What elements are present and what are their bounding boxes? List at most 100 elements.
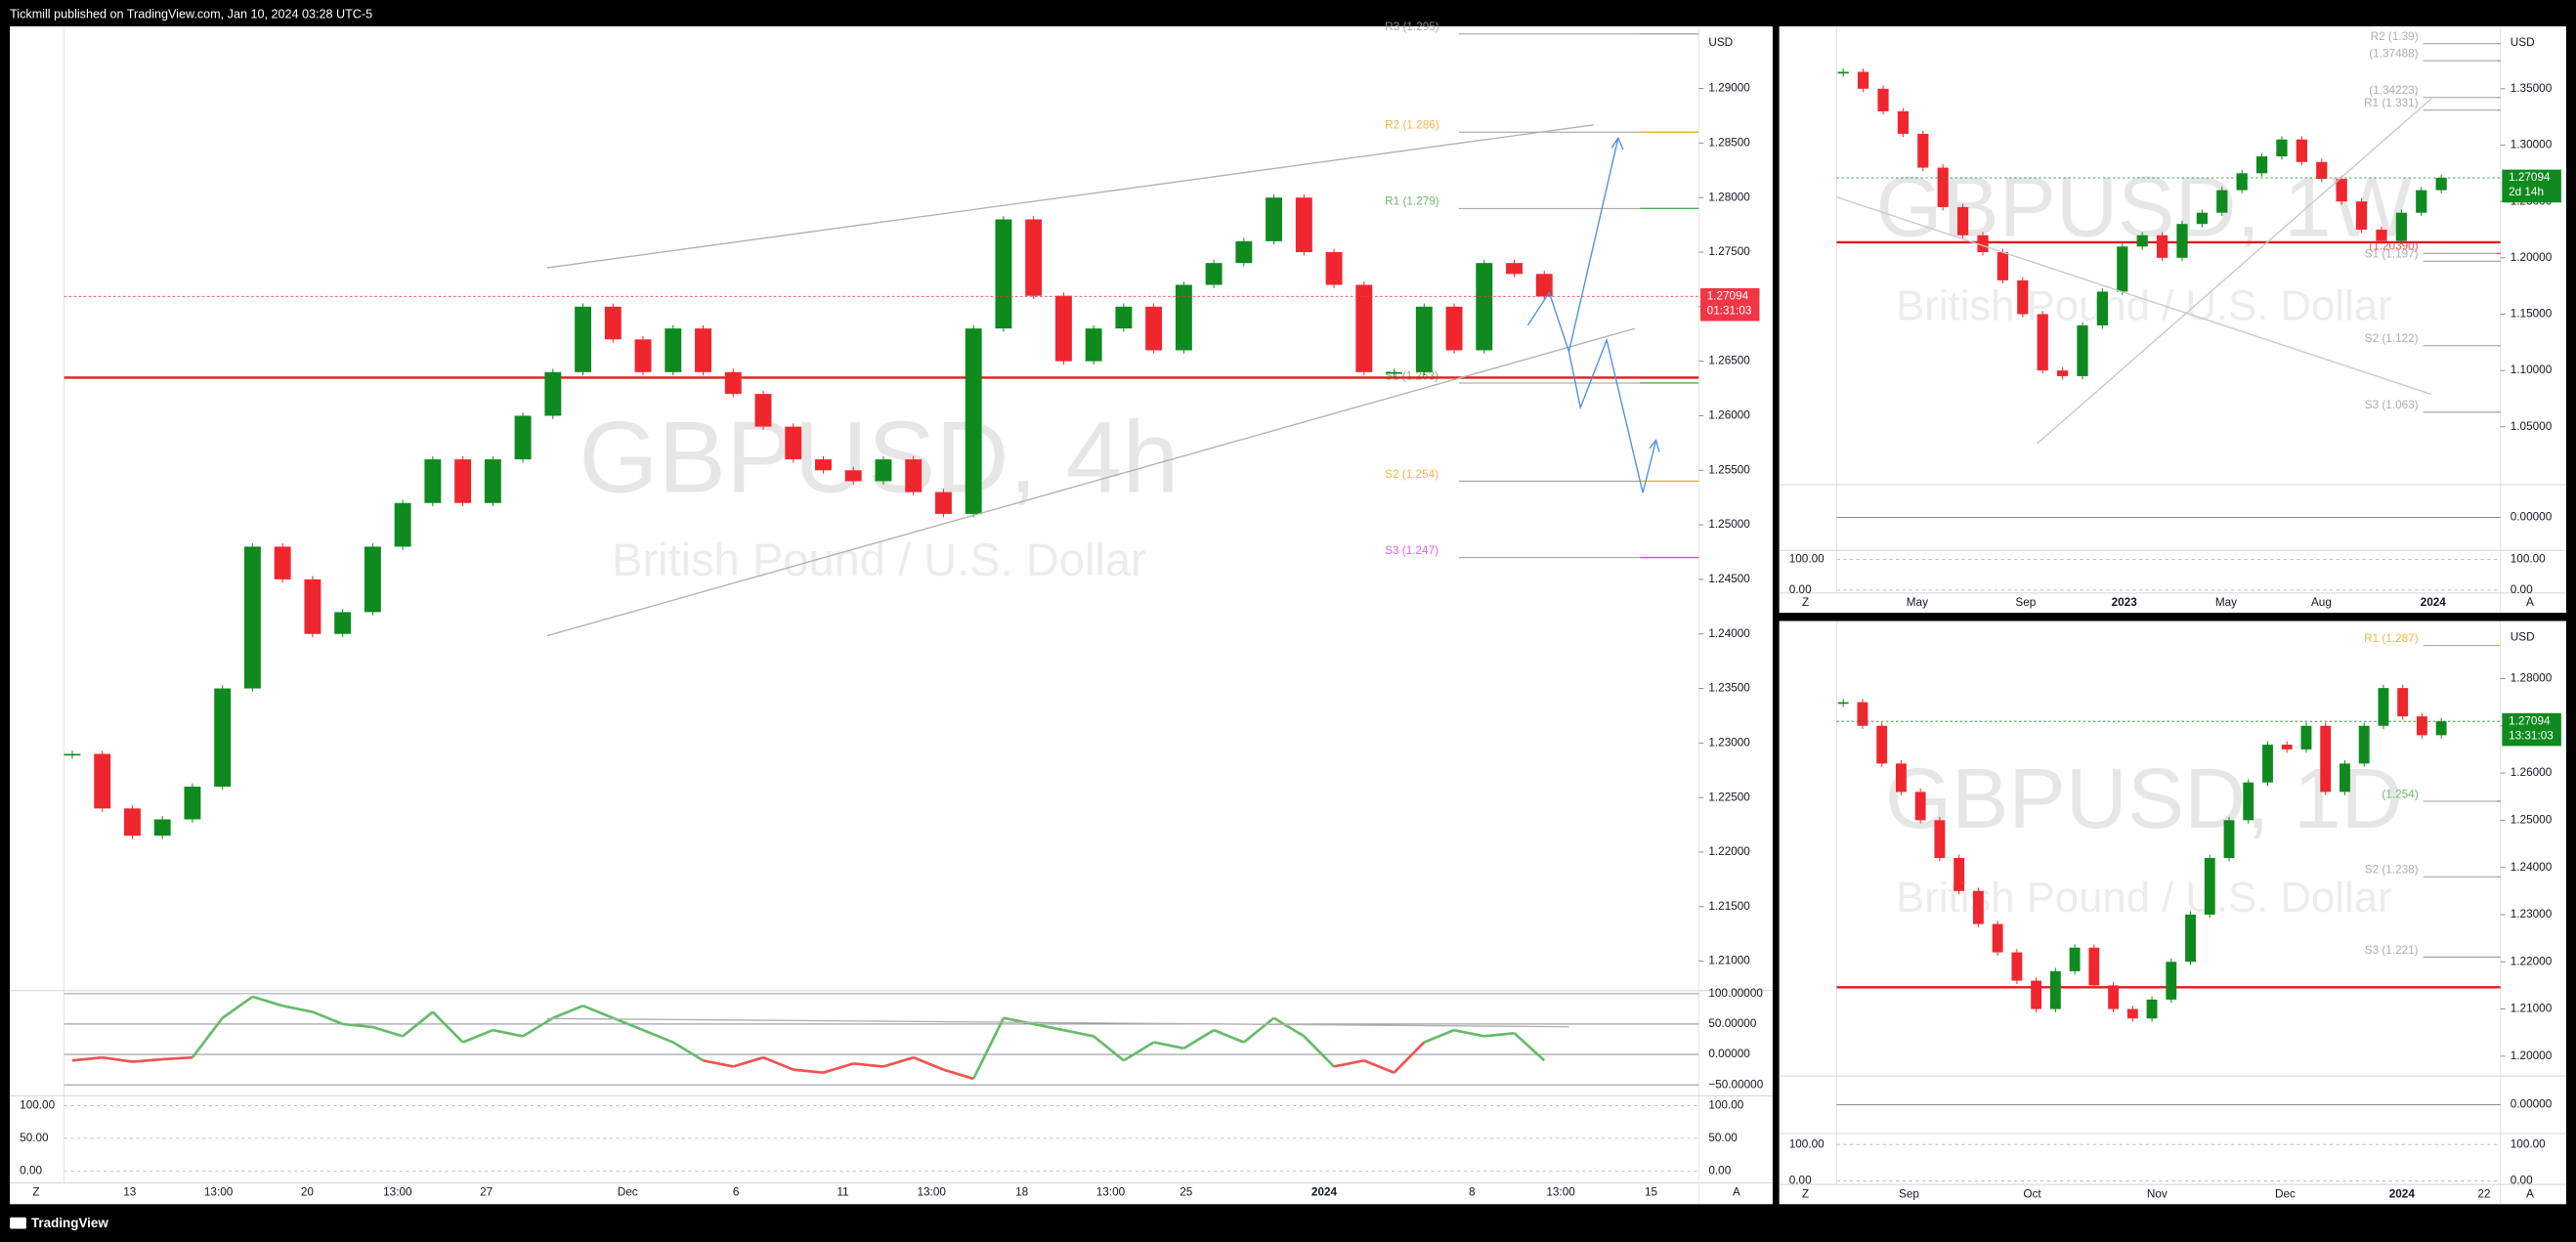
candle (2176, 224, 2188, 258)
candle (1837, 702, 1849, 705)
candle (2096, 291, 2108, 326)
candle (544, 371, 562, 416)
zoom-button[interactable]: Z (32, 1186, 39, 1199)
momentum-segment (762, 1055, 794, 1071)
candle (1445, 306, 1463, 351)
momentum-segment (342, 1022, 373, 1029)
momentum-segment (1483, 1031, 1515, 1038)
momentum-segment (132, 1057, 163, 1063)
momentum-segment (1182, 1029, 1215, 1049)
y-tick-label: 1.26000 (1708, 409, 1750, 422)
momentum-segment (402, 1010, 434, 1038)
candle (1857, 702, 1868, 726)
candle (2316, 161, 2328, 180)
y-tick-label: 1.22000 (1708, 845, 1750, 858)
candle (1858, 71, 1869, 89)
candle (575, 306, 592, 372)
candle (724, 371, 742, 395)
x-tick-label: 11 (837, 1186, 848, 1199)
y-tick-label: 1.25000 (1708, 518, 1750, 531)
momentum-segment (1333, 1058, 1365, 1068)
stoch-tick-label: 0.00 (1708, 1164, 1731, 1177)
momentum-segment (252, 995, 283, 1007)
candle (1953, 857, 1965, 891)
candle (1876, 725, 1888, 764)
stoch-tick-label: 50.00 (1708, 1132, 1738, 1144)
candle (2216, 190, 2228, 213)
momentum-segment (1423, 1028, 1455, 1044)
y-tick-label: 1.28000 (1708, 191, 1750, 203)
candle (934, 492, 952, 514)
zoom-button[interactable]: Z (1802, 1187, 1809, 1200)
momentum-segment (221, 995, 254, 1019)
candle (2117, 246, 2128, 292)
candle (2397, 688, 2409, 717)
candle (2336, 179, 2347, 202)
osc-tick-label: 0.00000 (2511, 1098, 2553, 1111)
candle (1956, 206, 1969, 236)
momentum-segment (1063, 1028, 1095, 1038)
candle (484, 459, 501, 503)
pivot-label: (1.254) (2382, 788, 2418, 800)
osc-tick-label: 0.00000 (1708, 1048, 1750, 1060)
stoch-tick-label: 0.00 (2511, 583, 2533, 596)
x-tick-label: Nov (2147, 1187, 2168, 1200)
candle (844, 470, 862, 482)
stoch-tick-label-left: 100.00 (20, 1099, 55, 1112)
candle (1476, 263, 1493, 351)
auto-scale-button[interactable]: A (1733, 1186, 1740, 1199)
x-tick-label: 25 (1180, 1186, 1193, 1199)
candle (1386, 371, 1403, 374)
publish-header: Tickmill published on TradingView.com, J… (10, 7, 372, 21)
y-tick-label: 1.20000 (2511, 251, 2553, 264)
candle (604, 306, 622, 340)
momentum-segment (462, 1028, 494, 1044)
trend-line (546, 124, 1594, 269)
x-tick-label: 18 (1015, 1186, 1029, 1199)
currency-label: USD (2511, 36, 2535, 49)
candle (1085, 328, 1102, 362)
panel-daily (1779, 621, 2566, 1205)
momentum-segment (793, 1068, 824, 1075)
candle (1235, 240, 1253, 264)
momentum-segment (522, 1016, 554, 1038)
candle (2156, 235, 2168, 258)
momentum-segment (371, 1025, 404, 1038)
pivot-label: S3 (1.063) (2365, 399, 2419, 411)
stoch-tick-label-left: 0.00 (1789, 1175, 1812, 1187)
candle (2355, 201, 2368, 230)
currency-label: USD (1708, 36, 1733, 49)
y-tick-label: 1.25500 (1708, 463, 1750, 476)
zoom-button[interactable]: Z (1802, 596, 1809, 609)
x-tick-label: 2023 (2112, 596, 2138, 609)
momentum-segment (732, 1055, 764, 1068)
y-tick-label: 1.10000 (2511, 364, 2553, 376)
candle (1415, 306, 1433, 372)
candle (2077, 325, 2088, 376)
pivot-label: S3 (1.221) (2365, 944, 2419, 957)
trend-line (2037, 98, 2432, 445)
x-tick-label: 13:00 (383, 1186, 412, 1199)
x-tick-label: 13:00 (1096, 1186, 1126, 1199)
stoch-tick-label-left: 100.00 (1789, 1137, 1825, 1150)
candle (424, 459, 442, 503)
candle (2088, 947, 2100, 986)
x-tick-label: May (1907, 596, 1928, 609)
y-tick-label: 1.25000 (2511, 813, 2553, 826)
momentum-segment (1393, 1041, 1426, 1074)
candle (243, 546, 261, 689)
logo-icon (10, 1217, 26, 1229)
auto-scale-button[interactable]: A (2526, 1187, 2534, 1200)
candle (815, 459, 832, 471)
y-tick-label: 1.22500 (1708, 791, 1750, 803)
candle (905, 459, 923, 493)
x-tick-label: Oct (2023, 1187, 2041, 1200)
pivot-label: R1 (1.279) (1385, 195, 1439, 208)
candle (2281, 745, 2293, 749)
auto-scale-button[interactable]: A (2526, 596, 2534, 609)
momentum-segment (882, 1055, 915, 1068)
momentum-segment (582, 1005, 614, 1019)
x-tick-label: Dec (618, 1186, 638, 1199)
momentum-segment (703, 1058, 734, 1068)
stoch-tick-label-left: 0.00 (20, 1164, 42, 1177)
